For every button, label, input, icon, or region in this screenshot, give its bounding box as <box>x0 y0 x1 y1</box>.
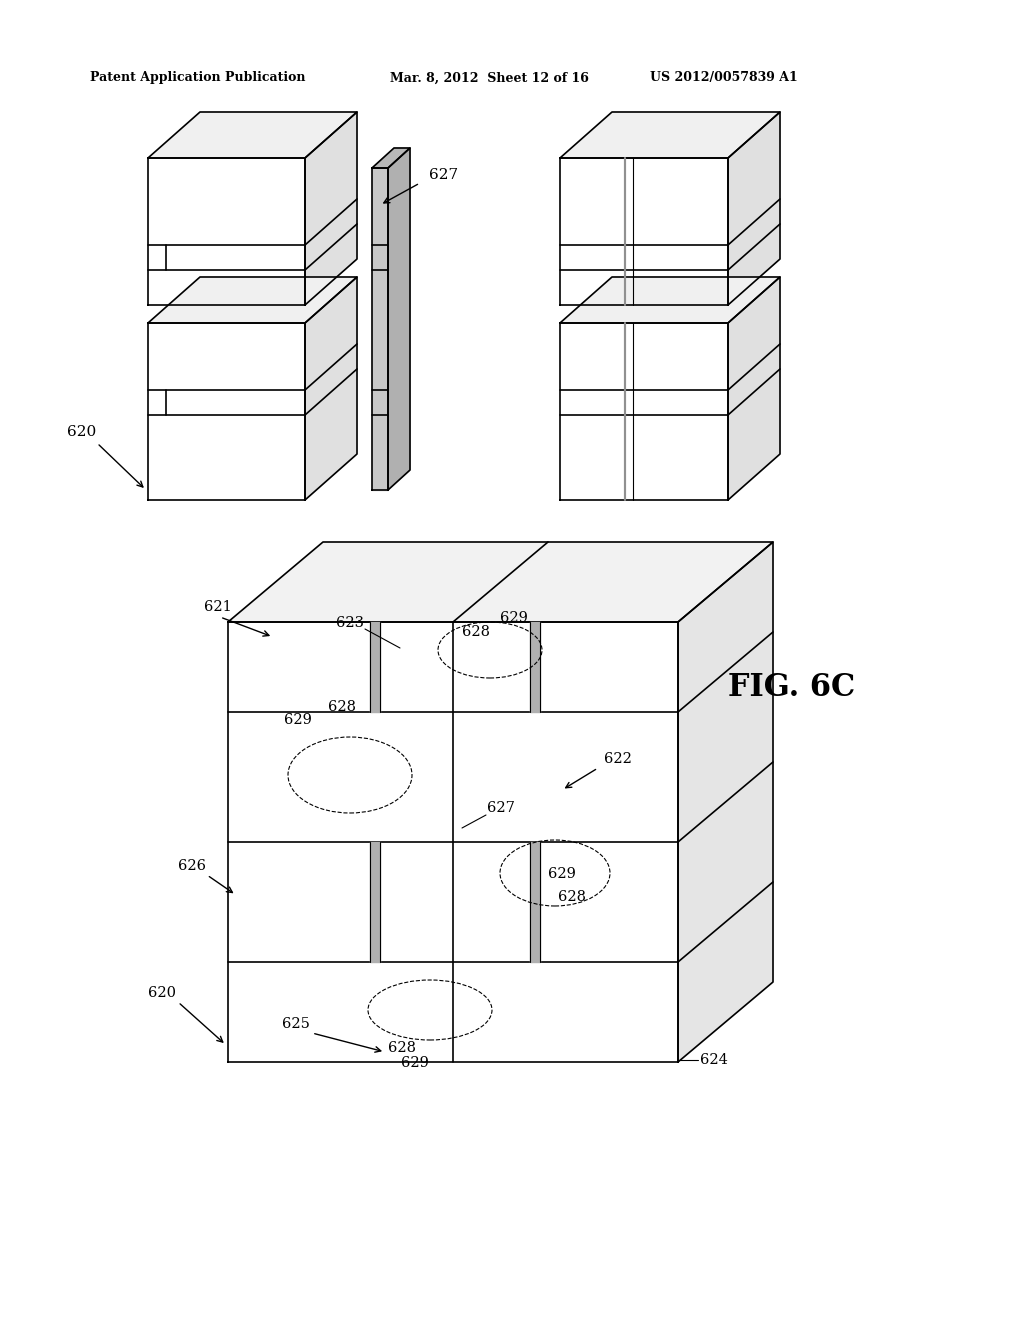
Text: 629: 629 <box>284 713 312 727</box>
Polygon shape <box>678 543 773 1063</box>
Text: 628: 628 <box>558 890 586 904</box>
Text: 628: 628 <box>328 700 356 714</box>
Polygon shape <box>560 277 780 323</box>
Polygon shape <box>370 842 380 962</box>
Text: 620: 620 <box>148 986 176 1001</box>
Polygon shape <box>530 622 540 711</box>
Text: 628: 628 <box>388 1041 416 1055</box>
Text: 627: 627 <box>487 801 515 814</box>
Polygon shape <box>148 112 357 158</box>
Text: 622: 622 <box>604 752 632 766</box>
Polygon shape <box>530 842 540 962</box>
Polygon shape <box>148 277 357 323</box>
Text: 620: 620 <box>68 425 96 440</box>
Polygon shape <box>388 148 410 490</box>
Polygon shape <box>370 622 380 711</box>
Text: Patent Application Publication: Patent Application Publication <box>90 71 305 84</box>
Polygon shape <box>728 112 780 305</box>
Polygon shape <box>148 158 305 305</box>
Polygon shape <box>228 622 678 1063</box>
Text: 625: 625 <box>282 1016 310 1031</box>
Text: 629: 629 <box>500 611 528 624</box>
Polygon shape <box>728 277 780 500</box>
Text: 628: 628 <box>462 624 490 639</box>
Text: 626: 626 <box>178 859 206 873</box>
Polygon shape <box>372 168 388 490</box>
Polygon shape <box>560 323 728 500</box>
Text: US 2012/0057839 A1: US 2012/0057839 A1 <box>650 71 798 84</box>
Polygon shape <box>372 148 410 168</box>
Polygon shape <box>560 112 780 158</box>
Text: 629: 629 <box>401 1056 429 1071</box>
Text: Mar. 8, 2012  Sheet 12 of 16: Mar. 8, 2012 Sheet 12 of 16 <box>390 71 589 84</box>
Polygon shape <box>228 543 773 622</box>
Polygon shape <box>305 112 357 305</box>
Polygon shape <box>305 277 357 500</box>
Text: FIG. 6C: FIG. 6C <box>728 672 856 704</box>
Text: 623: 623 <box>336 616 364 630</box>
Text: 627: 627 <box>429 168 458 182</box>
Polygon shape <box>148 323 305 500</box>
Text: 629: 629 <box>548 867 575 880</box>
Text: 621: 621 <box>204 601 231 614</box>
Text: 624: 624 <box>700 1053 728 1067</box>
Polygon shape <box>560 158 728 305</box>
